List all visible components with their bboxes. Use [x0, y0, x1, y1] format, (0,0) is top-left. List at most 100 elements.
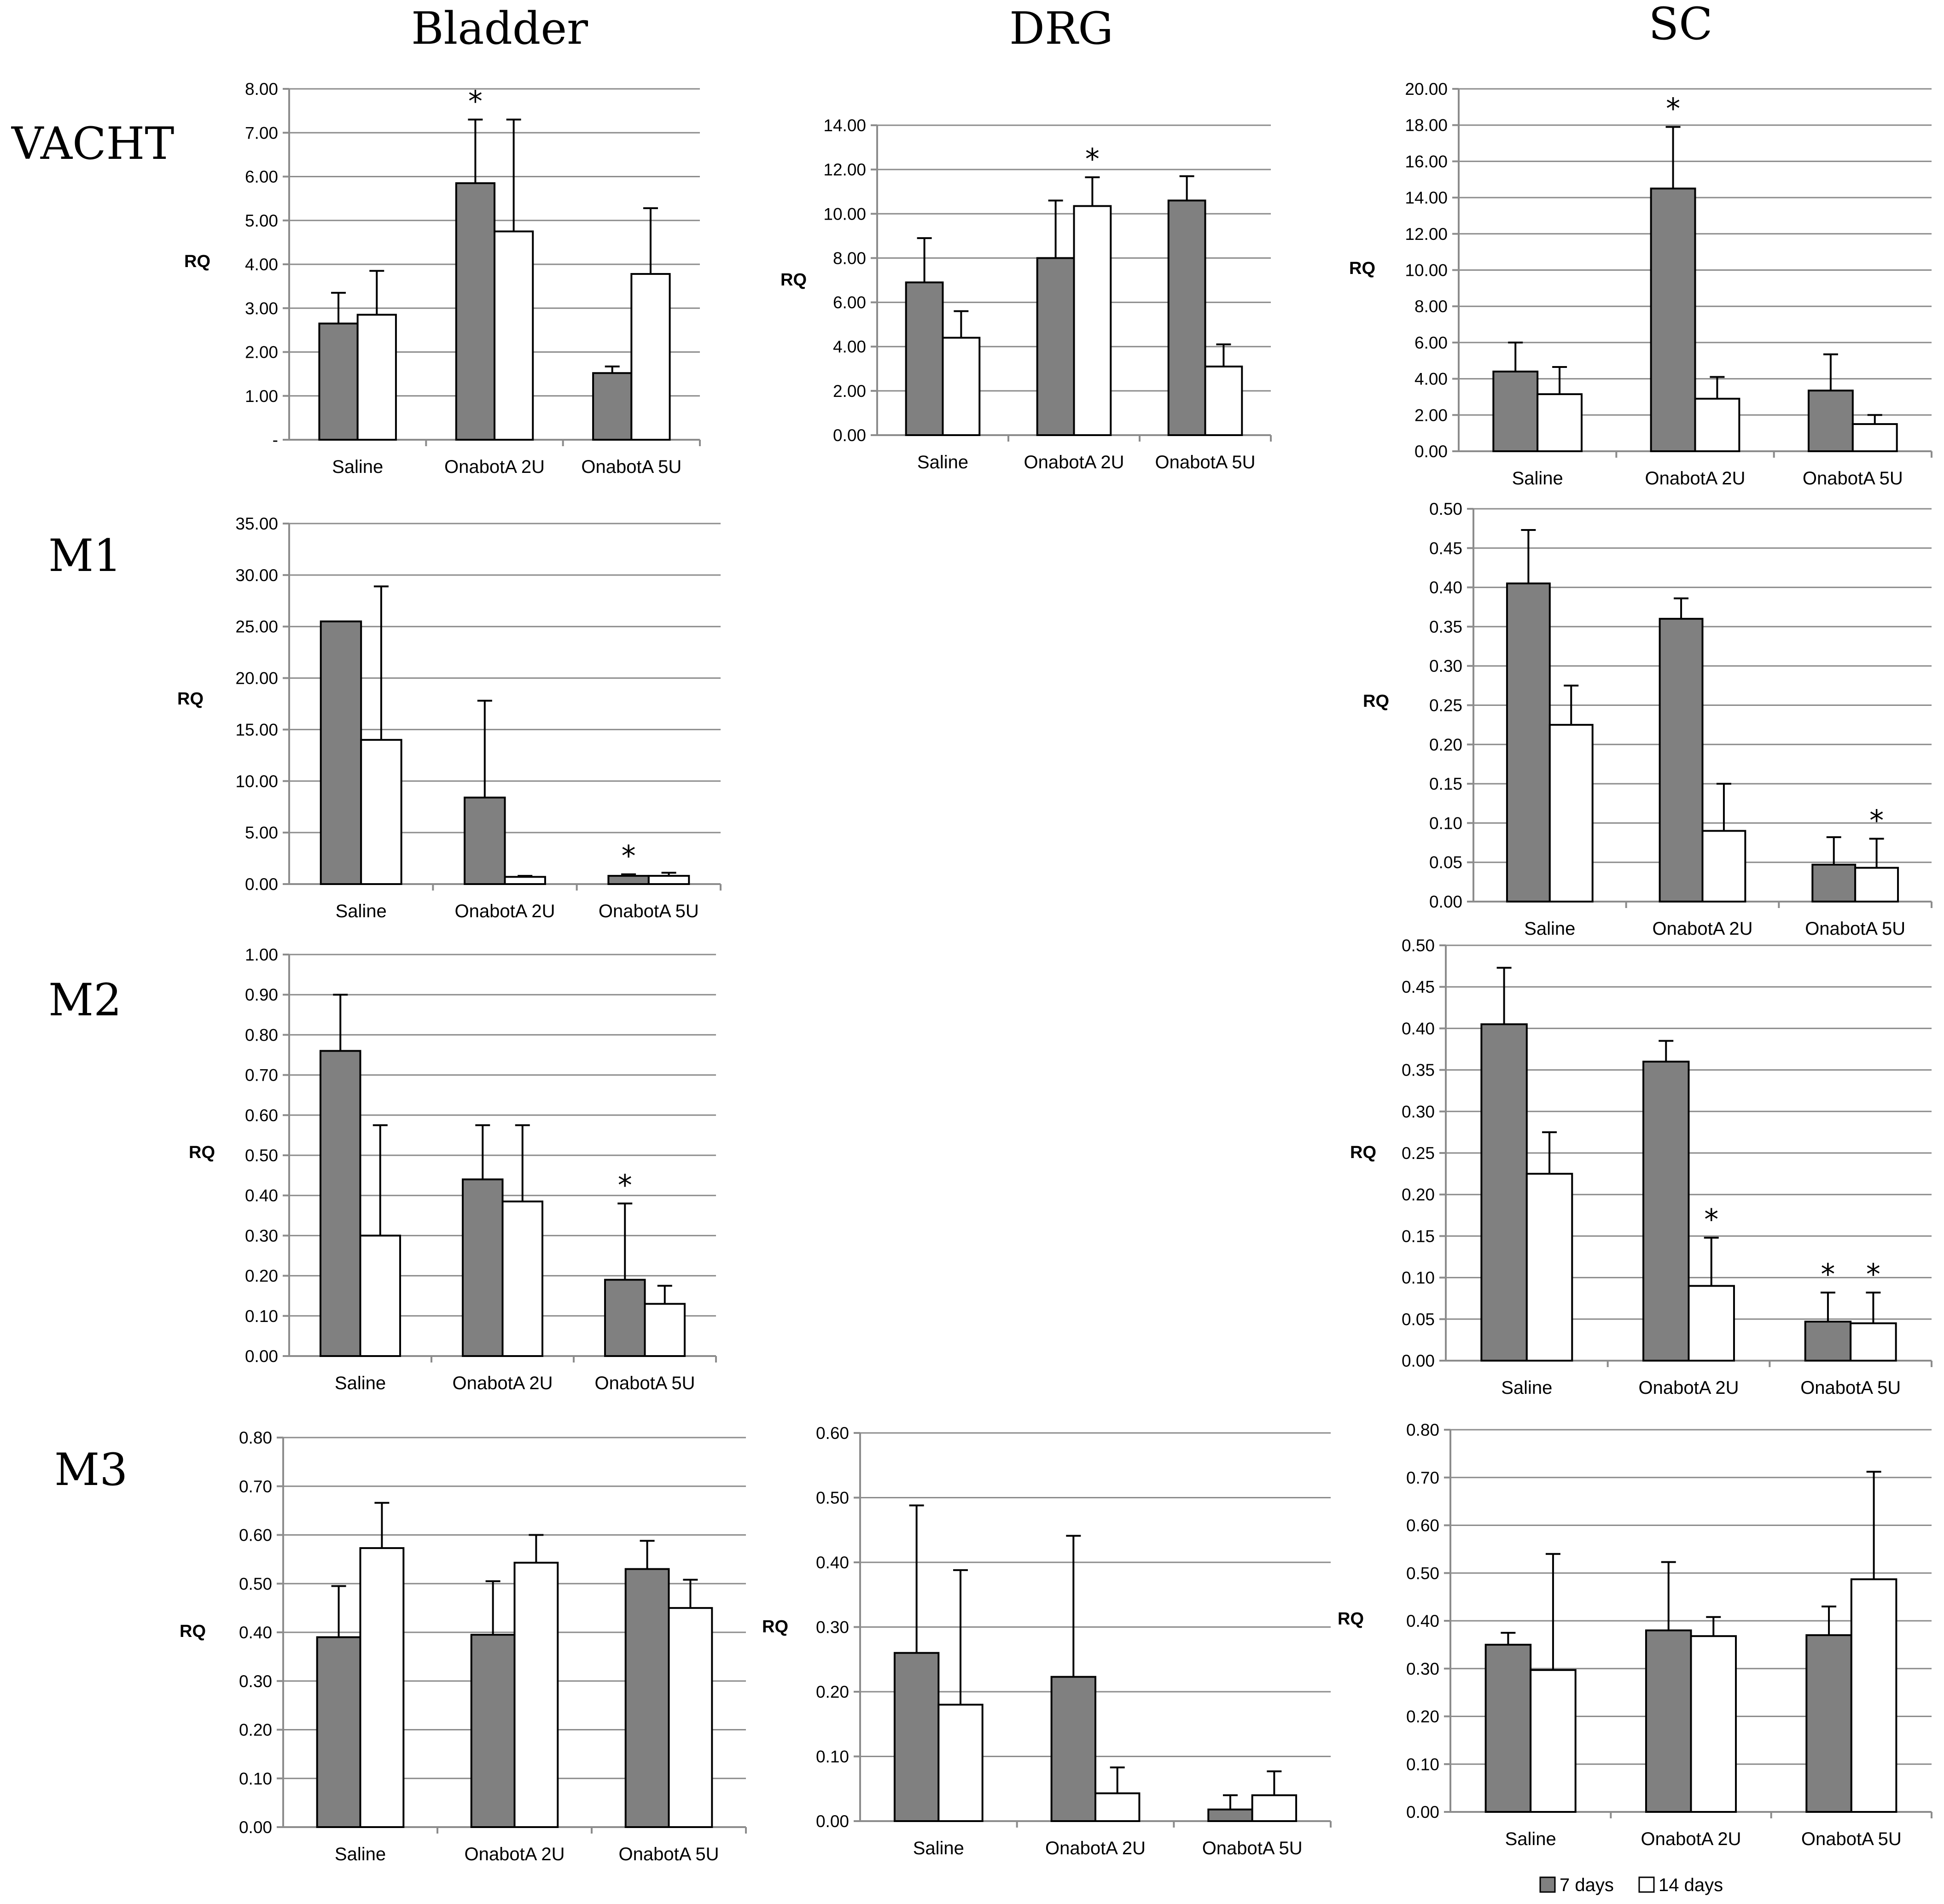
significance-star: * — [1666, 92, 1680, 126]
y-tick-label: 14.00 — [823, 116, 866, 135]
x-tick-label: Saline — [335, 1373, 386, 1393]
row-title-m1: M1 — [48, 530, 122, 582]
bar-7-days-2 — [604, 1279, 646, 1357]
y-tick-label: 0.50 — [1402, 936, 1435, 955]
y-tick-label: 0.40 — [1406, 1612, 1439, 1630]
y-tick-label: 0.40 — [239, 1623, 272, 1642]
y-tick-label: 0.15 — [1429, 774, 1462, 793]
legend-label-7-days: 7 days — [1560, 1875, 1614, 1895]
y-tick-label: 0.40 — [1429, 578, 1462, 597]
bar-14-days-0 — [1548, 724, 1594, 903]
y-tick-label: 0.05 — [1429, 853, 1462, 872]
y-tick-label: 0.70 — [245, 1066, 278, 1085]
bar-7-days-0 — [1492, 370, 1539, 452]
bar-14-days-0 — [1525, 1173, 1573, 1362]
y-tick-label: 0.00 — [1406, 1803, 1439, 1822]
bar-7-days-1 — [1659, 617, 1704, 903]
y-axis-label: RQ — [180, 1622, 206, 1641]
y-tick-label: 8.00 — [1414, 297, 1448, 316]
bar-14-days-2 — [1850, 1578, 1897, 1813]
y-tick-label: - — [273, 431, 278, 449]
legend-swatch-7-days — [1539, 1876, 1556, 1893]
bar-14-days-1 — [1690, 1635, 1737, 1813]
y-tick-label: 0.60 — [239, 1526, 272, 1545]
y-tick-label: 0.80 — [245, 1025, 278, 1044]
y-tick-label: 0.45 — [1429, 539, 1462, 558]
y-tick-label: 0.15 — [1402, 1227, 1435, 1246]
x-tick-label: OnabotA 5U — [1202, 1838, 1303, 1858]
bar-7-days-1 — [461, 1178, 504, 1357]
y-tick-label: 0.00 — [1414, 442, 1448, 461]
bar-7-days-2 — [1807, 390, 1854, 452]
y-tick-label: 0.30 — [816, 1618, 849, 1637]
bar-7-days-2 — [592, 372, 633, 441]
bar-7-days-2 — [1207, 1808, 1253, 1822]
chart-m3-drg: 0.00 0.10 0.20 0.30 0.40 0.50 0.60 RQ Saline Onab… — [762, 1424, 1332, 1858]
y-tick-label: 14.00 — [1405, 188, 1448, 207]
y-tick-label: 0.60 — [1406, 1516, 1439, 1535]
y-tick-label: 0.20 — [245, 1267, 278, 1286]
bar-7-days-1 — [455, 182, 495, 441]
bar-14-days-0 — [359, 1234, 402, 1357]
y-tick-label: 8.00 — [833, 249, 866, 268]
y-tick-label: 10.00 — [235, 772, 278, 791]
y-tick-label: 12.00 — [823, 160, 866, 179]
y-tick-label: 2.00 — [833, 382, 866, 401]
bar-14-days-2 — [1850, 1322, 1897, 1362]
bar-7-days-1 — [1645, 1629, 1692, 1813]
y-tick-label: 0.30 — [1406, 1659, 1439, 1678]
y-tick-label: 0.00 — [1402, 1351, 1435, 1370]
x-tick-label: OnabotA 5U — [581, 457, 681, 477]
bar-14-days-2 — [630, 273, 671, 441]
y-tick-label: 0.40 — [1402, 1019, 1435, 1038]
bar-14-days-1 — [501, 1200, 544, 1357]
x-tick-label: OnabotA 2U — [453, 1373, 553, 1393]
column-title-sc: SC — [1648, 0, 1712, 50]
y-tick-label: 35.00 — [235, 514, 278, 533]
y-axis-label: RQ — [1349, 259, 1375, 278]
y-tick-label: 3.00 — [245, 299, 278, 318]
chart-m3-sc: 0.00 0.10 0.20 0.30 0.40 0.50 0.60 0.70 0.80 RQ Sa… — [1338, 1421, 1932, 1849]
chart-vacht-drg: 0.00 2.00 4.00 6.00 8.00 10.00 12.00 14.00 RQ Sal… — [780, 116, 1272, 472]
x-tick-label: Saline — [917, 452, 968, 472]
chart-m2-sc: 0.00 0.05 0.10 0.15 0.20 0.25 0.30 0.35 0.40 0.45… — [1350, 936, 1932, 1398]
bar-14-days-1 — [494, 230, 534, 441]
y-tick-label: 0.70 — [239, 1477, 272, 1496]
bar-7-days-0 — [316, 1636, 361, 1828]
x-tick-label: OnabotA 2U — [1653, 919, 1753, 939]
bar-7-days-1 — [1650, 187, 1696, 452]
bar-14-days-2 — [1851, 423, 1898, 452]
x-tick-label: OnabotA 2U — [465, 1844, 565, 1864]
bar-7-days-2 — [1811, 863, 1857, 903]
x-tick-label: OnabotA 5U — [1805, 919, 1905, 939]
y-tick-label: 4.00 — [245, 255, 278, 274]
chart-vacht-sc: 0.00 2.00 4.00 6.00 8.00 10.00 12.00 14.00 16.00… — [1349, 80, 1932, 489]
bar-14-days-0 — [360, 739, 402, 885]
significance-star: * — [618, 1169, 632, 1202]
y-tick-label: 0.20 — [1402, 1185, 1435, 1204]
bar-14-days-2 — [644, 1303, 686, 1357]
row-title-vacht: VACHT — [11, 118, 174, 169]
bar-14-days-0 — [1537, 393, 1583, 452]
y-tick-label: 0.00 — [1429, 892, 1462, 911]
column-title-bladder: Bladder — [411, 3, 588, 54]
x-tick-label: OnabotA 2U — [1641, 1829, 1741, 1849]
x-tick-label: Saline — [335, 1844, 386, 1864]
y-tick-label: 6.00 — [245, 168, 278, 186]
y-tick-label: 18.00 — [1405, 116, 1448, 135]
y-axis-label: RQ — [780, 270, 807, 290]
bar-14-days-1 — [1094, 1792, 1141, 1822]
bar-14-days-0 — [1530, 1669, 1577, 1813]
y-axis-label: RQ — [1350, 1143, 1376, 1162]
bar-14-days-1 — [1688, 1285, 1735, 1362]
y-tick-label: 0.40 — [816, 1553, 849, 1572]
y-tick-label: 0.40 — [245, 1186, 278, 1205]
bar-7-days-2 — [1804, 1321, 1852, 1362]
y-tick-label: 0.80 — [239, 1428, 272, 1447]
bar-7-days-0 — [318, 322, 359, 441]
chart-m3-bladder: 0.00 0.10 0.20 0.30 0.40 0.50 0.60 0.70 0.80 RQ Sa… — [180, 1428, 747, 1864]
bar-14-days-2 — [1251, 1794, 1298, 1822]
x-tick-label: OnabotA 2U — [444, 457, 545, 477]
y-tick-label: 4.00 — [1414, 370, 1448, 389]
